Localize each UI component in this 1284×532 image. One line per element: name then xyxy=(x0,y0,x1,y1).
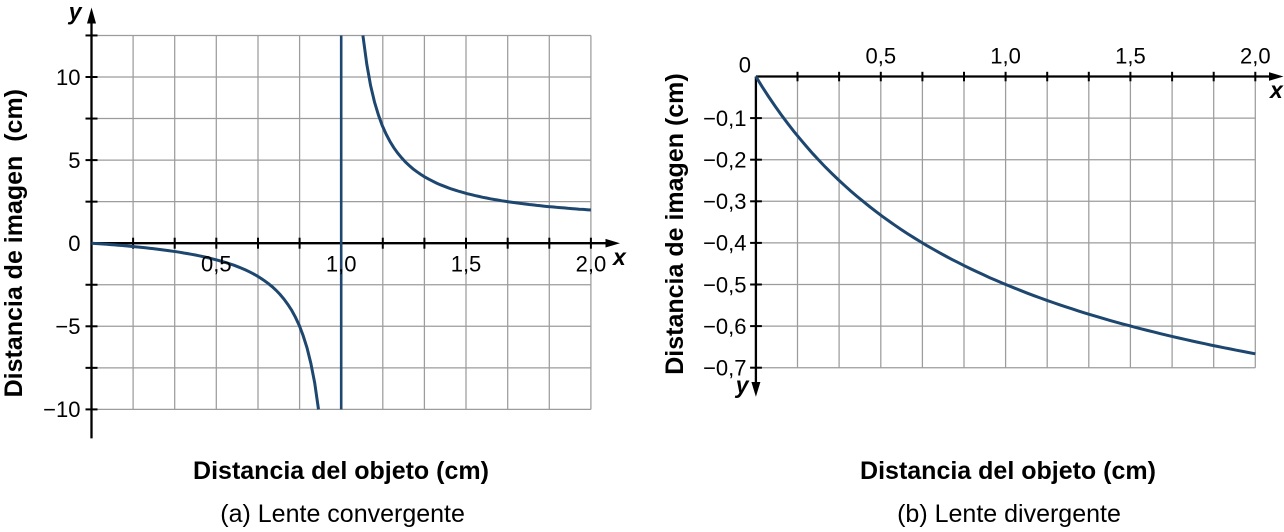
svg-text:−0,5: −0,5 xyxy=(703,272,746,297)
svg-text:−0,2: −0,2 xyxy=(703,148,746,173)
svg-text:(a) Lente convergente: (a) Lente convergente xyxy=(220,500,465,528)
svg-text:1,5: 1,5 xyxy=(451,252,482,277)
svg-text:1,0: 1,0 xyxy=(326,252,357,277)
svg-text:0,5: 0,5 xyxy=(866,43,897,68)
svg-text:5: 5 xyxy=(68,148,80,173)
svg-text:x: x xyxy=(611,244,627,270)
svg-text:Distancia del objeto (cm): Distancia del objeto (cm) xyxy=(860,457,1156,485)
svg-text:1,0: 1,0 xyxy=(990,43,1021,68)
svg-text:−0,6: −0,6 xyxy=(703,314,746,339)
svg-text:y: y xyxy=(68,0,83,25)
svg-text:1,5: 1,5 xyxy=(1115,43,1146,68)
svg-text:2,0: 2,0 xyxy=(1240,43,1271,68)
svg-text:−0,4: −0,4 xyxy=(703,231,746,256)
svg-text:0: 0 xyxy=(739,52,751,77)
svg-text:−10: −10 xyxy=(43,397,80,422)
svg-text:0: 0 xyxy=(68,231,80,256)
svg-text:Distancia del objeto (cm): Distancia del objeto (cm) xyxy=(193,457,489,485)
svg-text:(b) Lente divergente: (b) Lente divergente xyxy=(897,500,1121,528)
svg-text:−5: −5 xyxy=(55,314,80,339)
svg-text:Distancia de imagen (cm): Distancia de imagen (cm) xyxy=(661,73,689,374)
svg-text:2,0: 2,0 xyxy=(576,252,607,277)
svg-text:x: x xyxy=(1268,77,1284,103)
svg-text:−0,1: −0,1 xyxy=(703,106,746,131)
svg-text:10: 10 xyxy=(56,65,80,90)
svg-text:0,5: 0,5 xyxy=(201,252,232,277)
svg-text:−0,3: −0,3 xyxy=(703,189,746,214)
svg-text:y: y xyxy=(735,372,750,398)
svg-text:Distancia de imagen (cm): Distancia de imagen (cm) xyxy=(0,89,28,397)
svg-text:−0,7: −0,7 xyxy=(703,356,746,381)
